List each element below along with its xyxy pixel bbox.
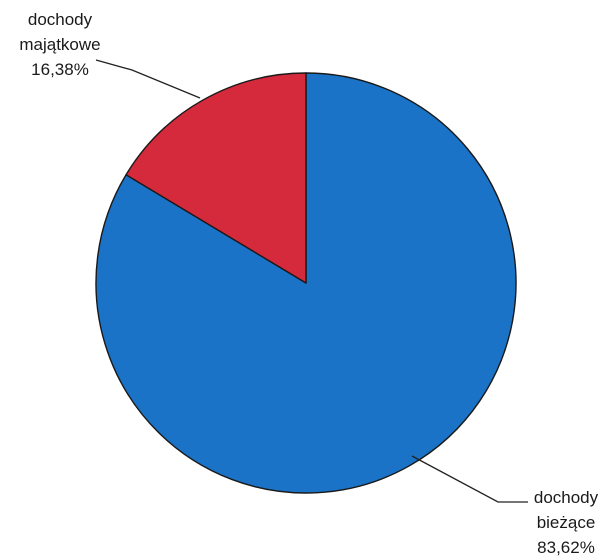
pie-slice-majatkowe	[125, 72, 307, 284]
label-majatkowe-line1: dochody	[28, 10, 93, 29]
label-majatkowe-line2: majątkowe	[19, 35, 100, 54]
label-biezace-value: 83,62%	[537, 538, 595, 557]
label-biezace-line1: dochody	[534, 488, 599, 507]
pie-slices	[95, 72, 517, 494]
leader-line-biezace	[411, 455, 528, 503]
label-biezace-line2: bieżące	[537, 513, 596, 532]
label-majatkowe-value: 16,38%	[31, 60, 89, 79]
leader-line-majatkowe	[95, 59, 201, 99]
